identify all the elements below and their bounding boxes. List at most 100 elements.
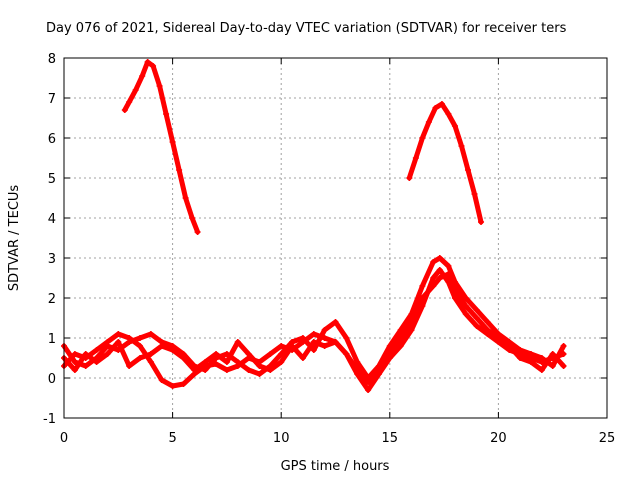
series-point xyxy=(147,359,154,365)
series-point xyxy=(527,351,534,357)
series-point xyxy=(445,111,452,117)
series-point xyxy=(71,367,78,373)
series-point xyxy=(278,343,285,349)
series-point xyxy=(202,359,209,365)
series-point xyxy=(419,283,426,289)
series-point xyxy=(397,343,404,349)
series-point xyxy=(278,359,285,365)
grid-layer xyxy=(64,58,607,418)
series-point xyxy=(506,343,513,349)
series-point xyxy=(71,359,78,365)
series-point xyxy=(473,323,480,329)
series-point xyxy=(473,307,480,313)
series-point xyxy=(245,367,252,373)
series-point xyxy=(267,351,274,357)
series-point xyxy=(180,381,187,387)
series-point xyxy=(354,367,361,373)
chart-title: Day 076 of 2021, Sidereal Day-to-day VTE… xyxy=(46,21,567,36)
series-point xyxy=(436,275,443,281)
series-point xyxy=(169,347,176,353)
series-point xyxy=(144,59,151,65)
series-point xyxy=(445,271,452,277)
series-point xyxy=(180,355,187,361)
y-tick-label: 4 xyxy=(48,212,56,227)
series-point xyxy=(137,355,144,361)
series-point xyxy=(137,343,144,349)
series-point xyxy=(462,303,469,309)
series-point xyxy=(310,331,317,337)
series-point xyxy=(82,363,89,369)
series-point xyxy=(126,363,133,369)
series-point xyxy=(132,87,139,93)
series-point xyxy=(158,377,165,383)
series-point xyxy=(191,367,198,373)
series-arc-2 xyxy=(406,101,484,225)
series-point xyxy=(158,343,165,349)
y-tick-label: -1 xyxy=(43,412,56,427)
series-point xyxy=(471,191,478,197)
series-point xyxy=(147,351,154,357)
series-point xyxy=(406,175,413,181)
series-point xyxy=(93,347,100,353)
series-point xyxy=(445,263,452,269)
series-point xyxy=(278,351,285,357)
x-axis-label: GPS time / hours xyxy=(281,459,390,474)
series-point xyxy=(321,343,328,349)
y-tick-label: 2 xyxy=(48,292,56,307)
series-point xyxy=(176,167,183,173)
series-point xyxy=(527,359,534,365)
series-point xyxy=(234,339,241,345)
series-point xyxy=(71,351,78,357)
series-point xyxy=(397,335,404,341)
series-point xyxy=(332,319,339,325)
x-tick-label: 15 xyxy=(382,431,399,446)
series-point xyxy=(156,83,163,89)
series-point xyxy=(299,355,306,361)
series-point xyxy=(560,363,567,369)
series-point xyxy=(256,363,263,369)
series-point xyxy=(517,355,524,361)
series-point xyxy=(121,107,128,113)
series-point xyxy=(163,111,170,117)
series-point xyxy=(299,335,306,341)
series-point xyxy=(82,351,89,357)
series-point xyxy=(419,295,426,301)
series-point xyxy=(430,259,437,265)
series-point xyxy=(93,359,100,365)
series-point xyxy=(464,167,471,173)
series-point xyxy=(202,367,209,373)
series-point xyxy=(473,315,480,321)
y-tick-label: 7 xyxy=(48,92,56,107)
series-point xyxy=(549,363,556,369)
series-point xyxy=(126,339,133,345)
x-tick-label: 20 xyxy=(490,431,507,446)
series-point xyxy=(430,283,437,289)
series-point xyxy=(321,327,328,333)
series-point xyxy=(451,123,458,129)
series-point xyxy=(451,295,458,301)
series-point xyxy=(432,105,439,111)
series-point xyxy=(478,219,485,225)
series-point xyxy=(438,101,445,107)
plot-frame xyxy=(63,57,608,419)
series-point xyxy=(430,275,437,281)
series-point xyxy=(115,331,122,337)
series-point xyxy=(137,335,144,341)
y-tick-label: 8 xyxy=(48,52,56,67)
series-point xyxy=(213,351,220,357)
series-point xyxy=(495,335,502,341)
series-point xyxy=(458,143,465,149)
series-track-c xyxy=(61,271,567,385)
series-point xyxy=(397,327,404,333)
series-layer xyxy=(61,59,567,393)
y-tick-label: 1 xyxy=(48,332,56,347)
series-point xyxy=(169,139,176,145)
series-point xyxy=(462,295,469,301)
series-point xyxy=(408,319,415,325)
series-point xyxy=(104,351,111,357)
series-point xyxy=(386,343,393,349)
y-tick-label: 5 xyxy=(48,172,56,187)
series-point xyxy=(147,331,154,337)
series-point xyxy=(104,343,111,349)
